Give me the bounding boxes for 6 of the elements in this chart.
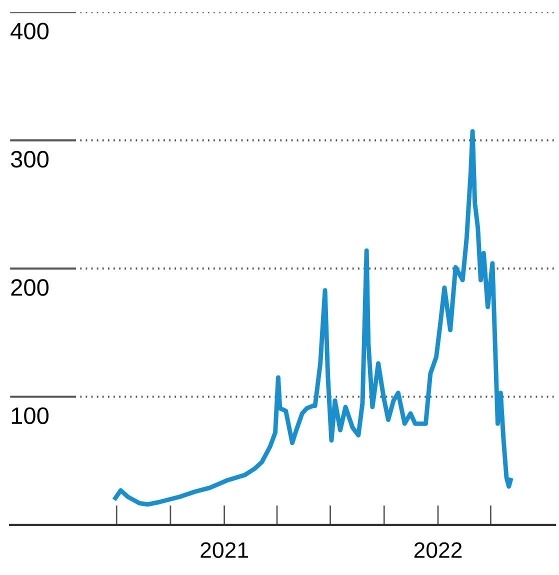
y-tick-label: 100 (12, 407, 49, 424)
x-tick-label: 2022 (414, 542, 462, 558)
y-tick-label: 400 (10, 22, 49, 40)
x-tick-label: 2021 (200, 542, 248, 558)
y-tick-label: 300 (10, 150, 49, 168)
y-tick-label: 200 (11, 279, 49, 296)
